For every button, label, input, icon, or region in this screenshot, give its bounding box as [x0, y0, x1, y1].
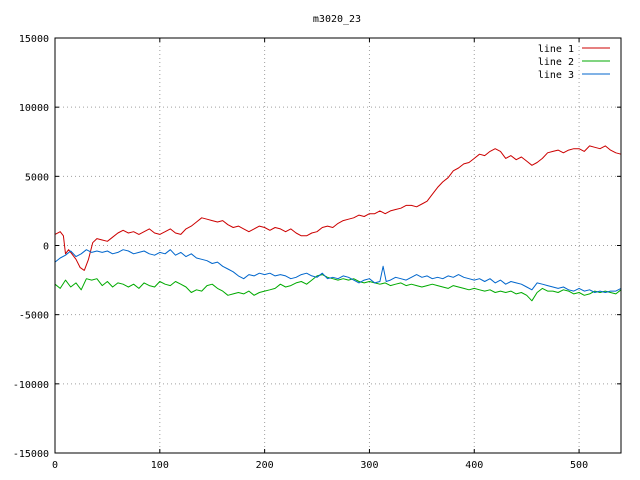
legend-label-2: line 2 — [538, 57, 574, 68]
x-tick-label: 300 — [360, 460, 378, 471]
legend-label-3: line 3 — [538, 70, 574, 81]
tick-layer: 0 100 200 300 400 500 15000 10000 5000 0 -5000 -100… — [13, 34, 621, 471]
y-tick-label: -5000 — [19, 311, 49, 322]
series-line-1 — [54, 145, 622, 271]
grid — [55, 38, 621, 453]
legend-label-1: line 1 — [538, 44, 574, 55]
y-tick-label: 15000 — [19, 34, 49, 45]
y-tick-label: 5000 — [25, 172, 49, 183]
y-tick-label: 10000 — [19, 103, 49, 114]
x-tick-label: 500 — [570, 460, 588, 471]
y-tick-label: 0 — [43, 242, 49, 253]
x-tick-label: 100 — [151, 460, 169, 471]
series-line-3 — [54, 249, 622, 293]
y-tick-label: -15000 — [13, 449, 49, 460]
x-tick-label: 400 — [465, 460, 483, 471]
x-tick-label: 200 — [256, 460, 274, 471]
x-tick-label: 0 — [52, 460, 58, 471]
y-tick-label: -10000 — [13, 380, 49, 391]
chart-title: m3020_23 — [313, 14, 361, 25]
series-line-2 — [54, 274, 622, 302]
series-layer — [54, 145, 622, 302]
legend: line 1 line 2 line 3 — [538, 44, 610, 81]
